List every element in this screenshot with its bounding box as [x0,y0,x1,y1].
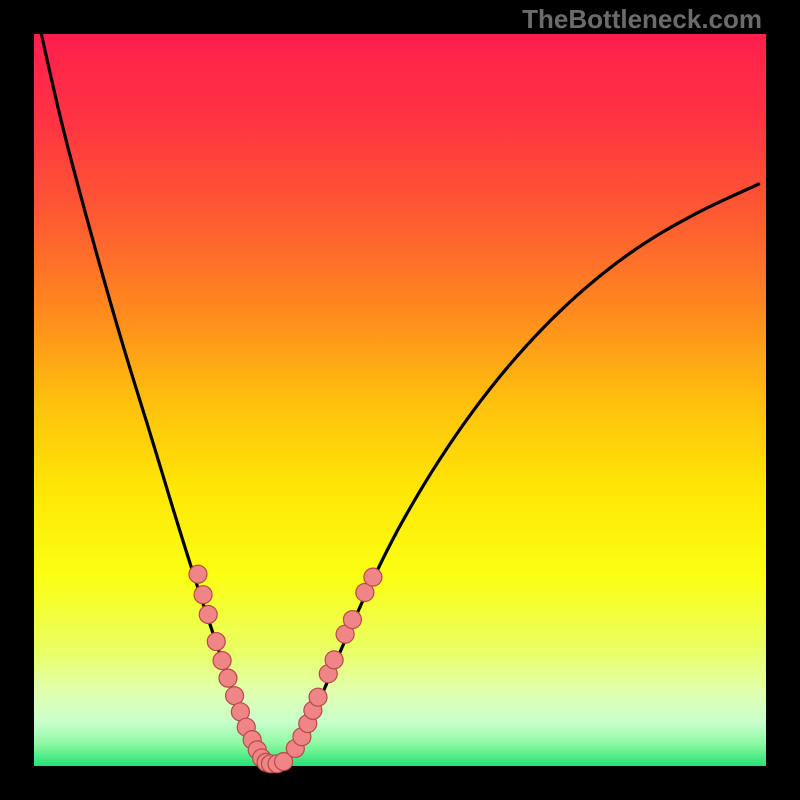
plot-area [34,34,766,766]
data-marker [364,568,382,586]
data-marker [219,669,237,687]
data-marker [194,586,212,604]
data-marker [189,565,207,583]
data-marker [213,652,231,670]
data-marker [207,633,225,651]
watermark-text: TheBottleneck.com [522,4,762,35]
data-marker [226,687,244,705]
data-marker [309,688,327,706]
data-marker [325,651,343,669]
data-marker [199,605,217,623]
chart-frame: TheBottleneck.com [0,0,800,800]
bottleneck-curve [41,34,758,765]
marker-group [189,565,382,773]
data-marker [343,611,361,629]
chart-svg [34,34,766,766]
